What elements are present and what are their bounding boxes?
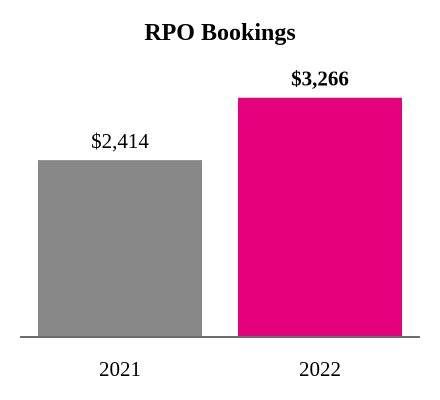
labels-layer: $2,414 $3,266 <box>91 67 349 153</box>
ticks-layer: 2021 2022 <box>99 357 341 381</box>
bar-2022 <box>238 97 402 337</box>
x-tick-label-2022: 2022 <box>299 357 341 381</box>
data-label-2021: $2,414 <box>91 129 149 153</box>
chart-title: RPO Bookings <box>144 20 295 46</box>
bar-2021 <box>38 160 202 337</box>
data-label-2022: $3,266 <box>291 67 349 91</box>
x-tick-label-2021: 2021 <box>99 357 141 381</box>
bars-layer <box>38 97 402 337</box>
